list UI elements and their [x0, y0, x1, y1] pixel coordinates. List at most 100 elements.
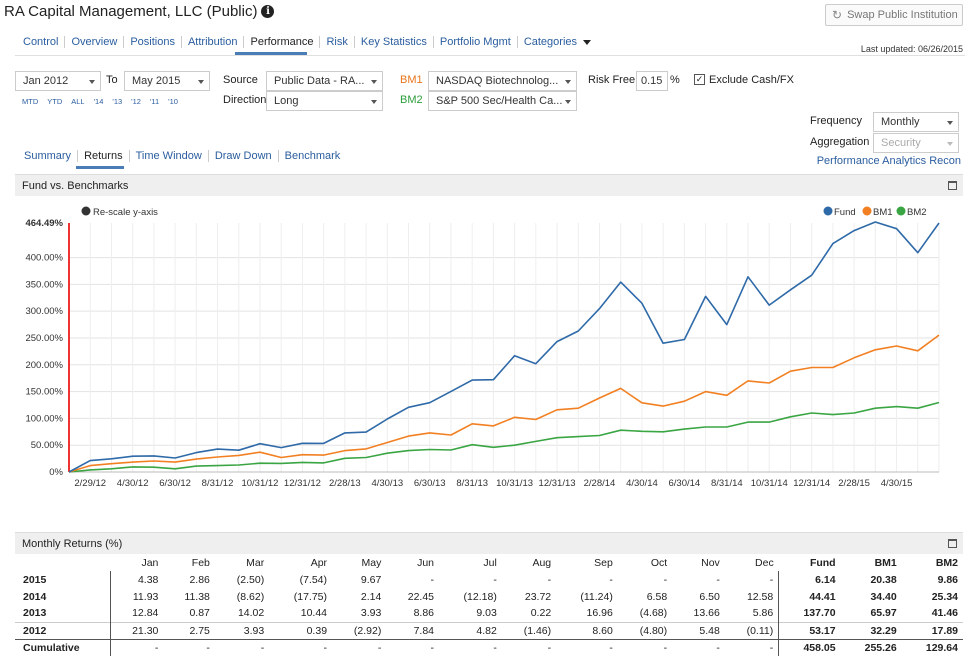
- column-header: May: [361, 557, 382, 569]
- row-label: 2015: [15, 571, 111, 588]
- column-header: Jan: [141, 557, 159, 569]
- chart-panel-title: Fund vs. Benchmarks: [22, 180, 129, 192]
- quick-range-link[interactable]: '12: [131, 97, 141, 106]
- tab-risk[interactable]: Risk: [319, 36, 353, 48]
- fund-vs-benchmarks-chart: 0% 50.00% 100.00% 150.00% 200.00% 250.00% 300.…: [25, 206, 940, 489]
- tab-attribution[interactable]: Attribution: [180, 36, 244, 48]
- table-cell: 4.38: [137, 573, 159, 586]
- x-tick-label: 10/31/12: [241, 478, 278, 489]
- quick-range-link[interactable]: ALL: [71, 97, 85, 106]
- table-cell: 6.50: [699, 590, 720, 603]
- exclude-cash-checkbox[interactable]: ✓: [694, 74, 705, 85]
- table-cell: -: [501, 638, 557, 656]
- performance-analytics-link[interactable]: Performance Analytics Recon: [816, 155, 961, 167]
- table-cell: (2.50): [236, 573, 265, 586]
- tab-positions[interactable]: Positions: [123, 36, 181, 48]
- table-row: 2013 12.84 0.87 14.02 10.44 3.93 8.86 9.03 0.22 1…: [15, 605, 963, 622]
- frequency-value: Monthly: [881, 116, 920, 128]
- table-cell: (4.68): [639, 607, 668, 620]
- table-cell: 5.48: [672, 621, 725, 639]
- legend-item-fund[interactable]: Fund: [834, 207, 856, 218]
- y-tick-label: 300.00%: [25, 306, 63, 317]
- table-cell: (12.18): [463, 590, 497, 603]
- tab-control[interactable]: Control: [15, 36, 64, 48]
- active-tab-indicator: [235, 52, 307, 55]
- x-tick-label: 12/31/12: [284, 478, 321, 489]
- legend-dot-bm2: [896, 206, 906, 216]
- tab-label: Performance: [250, 36, 314, 48]
- source-select[interactable]: Public Data - RA...: [266, 71, 383, 91]
- table-cell: -: [769, 573, 774, 586]
- x-tick-label: 8/31/14: [711, 478, 743, 489]
- table-cell: -: [716, 573, 720, 586]
- tab-label: Positions: [130, 36, 175, 48]
- tab-label: Risk: [326, 36, 348, 48]
- tab-portfolio-mgmt[interactable]: Portfolio Mgmt: [432, 36, 517, 48]
- maximize-icon[interactable]: [948, 181, 957, 190]
- y-tick-label: 50.00%: [31, 440, 64, 451]
- chevron-down-icon: [947, 121, 953, 125]
- quick-range-link[interactable]: MTD: [22, 97, 39, 106]
- subtab-benchmark[interactable]: Benchmark: [277, 150, 347, 162]
- quick-range-link[interactable]: '13: [112, 97, 123, 106]
- tab-performance[interactable]: Performance: [243, 36, 319, 48]
- table-cell: 11.93: [132, 590, 159, 603]
- legend-dot-bm1: [862, 206, 872, 216]
- tab-categories[interactable]: Categories: [516, 36, 597, 48]
- direction-label: Direction: [223, 94, 267, 106]
- x-tick-label: 2/28/13: [329, 478, 361, 489]
- table-cell: 129.64: [901, 638, 963, 656]
- risk-free-input[interactable]: 0.15: [636, 71, 668, 91]
- tab-label: Portfolio Mgmt: [439, 36, 511, 48]
- column-header: BM1: [874, 557, 897, 569]
- returns-subnav: Summary Returns Time Window Draw Down Benchm…: [18, 150, 346, 162]
- legend-item-bm2[interactable]: BM2: [907, 207, 927, 218]
- subtab-draw-down[interactable]: Draw Down: [207, 150, 278, 162]
- to-label: To: [106, 74, 118, 86]
- frequency-select[interactable]: Monthly: [873, 112, 959, 132]
- swap-institution-button[interactable]: ↻ Swap Public Institution: [825, 4, 963, 26]
- y-tick-label: 200.00%: [25, 360, 63, 371]
- table-cell: -: [214, 638, 270, 656]
- tab-key-statistics[interactable]: Key Statistics: [353, 36, 433, 48]
- info-icon[interactable]: i: [261, 5, 275, 18]
- direction-select[interactable]: Long: [266, 91, 383, 111]
- table-cell: (0.11): [724, 621, 779, 639]
- rescale-y-axis-toggle[interactable]: Re-scale y-axis: [93, 207, 158, 218]
- table-cell: -: [663, 573, 668, 586]
- tab-overview[interactable]: Overview: [64, 36, 123, 48]
- aggregation-select[interactable]: Security: [873, 133, 959, 153]
- quick-range-link[interactable]: YTD: [47, 97, 63, 106]
- x-tick-label: 2/28/15: [838, 478, 870, 489]
- column-header: Dec: [755, 557, 774, 569]
- bm1-select[interactable]: NASDAQ Biotechnolog...: [428, 71, 577, 91]
- quick-range-link[interactable]: '14: [93, 97, 104, 106]
- table-cell: 23.72: [524, 590, 552, 603]
- x-tick-label: 4/30/13: [371, 478, 403, 489]
- source-value: Public Data - RA...: [274, 75, 365, 87]
- legend-item-bm1[interactable]: BM1: [873, 207, 893, 218]
- x-tick-label: 2/29/12: [74, 478, 106, 489]
- table-cell: 11.38: [184, 590, 210, 603]
- to-date-value: May 2015: [132, 75, 181, 87]
- to-date-select[interactable]: May 2015: [124, 71, 210, 91]
- chevron-down-icon: [565, 100, 571, 104]
- table-cell: 34.40: [870, 590, 897, 603]
- table-cell: 4.82: [439, 621, 502, 639]
- returns-panel-header: Monthly Returns (%): [15, 532, 963, 554]
- series-line-fund: [68, 221, 940, 473]
- chart-panel-header: Fund vs. Benchmarks: [15, 174, 963, 196]
- maximize-icon[interactable]: [948, 539, 957, 548]
- tab-label: Categories: [523, 36, 578, 48]
- bm2-select[interactable]: S&P 500 Sec/Health Ca...: [428, 91, 577, 111]
- quick-range-link[interactable]: '10: [168, 97, 178, 106]
- column-header: Oct: [650, 557, 668, 569]
- x-tick-label: 4/30/12: [117, 478, 149, 489]
- subtab-summary[interactable]: Summary: [24, 150, 72, 162]
- from-date-select[interactable]: Jan 2012: [15, 71, 101, 91]
- table-cell: 0.87: [189, 607, 210, 620]
- rescale-dot-icon: [81, 206, 91, 216]
- quick-range-link[interactable]: '11: [149, 97, 160, 106]
- subtab-time-window[interactable]: Time Window: [128, 150, 208, 162]
- subtab-returns[interactable]: Returns: [77, 150, 129, 162]
